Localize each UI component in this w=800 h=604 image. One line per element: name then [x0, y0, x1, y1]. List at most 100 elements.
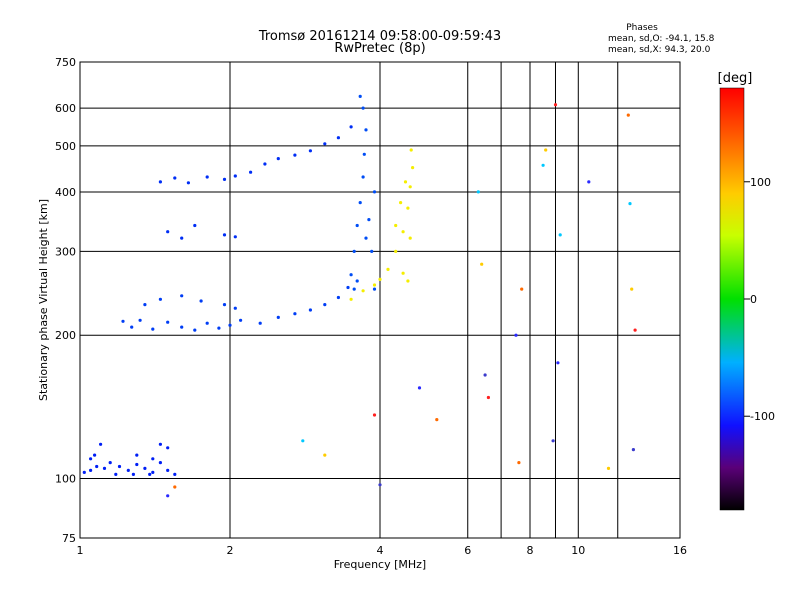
- data-point: [199, 299, 203, 303]
- data-point: [135, 462, 139, 467]
- data-point: [361, 289, 365, 293]
- colorbar-label: [deg]: [718, 71, 753, 86]
- data-point: [222, 177, 227, 181]
- data-point: [143, 466, 147, 470]
- data-point: [372, 287, 377, 291]
- series-low-E: [82, 442, 177, 476]
- data-point: [222, 233, 227, 237]
- x-tick-label: 4: [377, 544, 384, 557]
- data-point: [435, 418, 439, 422]
- y-tick-label: 300: [55, 245, 76, 258]
- colorbar-tick-label: 0: [750, 293, 757, 306]
- data-point: [205, 321, 209, 325]
- data-point: [293, 312, 297, 316]
- phase-stats-heading: Phases: [626, 23, 658, 33]
- y-tick-label: 400: [55, 186, 76, 199]
- data-point: [166, 468, 170, 472]
- y-tick-label: 200: [55, 329, 76, 342]
- data-point: [173, 176, 177, 180]
- data-point: [633, 328, 637, 332]
- y-tick-label: 600: [55, 102, 76, 115]
- phase-stats-x: mean, sd,X: 94.3, 20.0: [608, 45, 711, 55]
- data-point: [553, 103, 558, 107]
- data-point: [166, 494, 170, 498]
- data-point: [293, 153, 297, 157]
- data-point: [417, 386, 422, 390]
- data-point: [89, 468, 93, 472]
- colorbar-tick-label: -100: [750, 410, 775, 423]
- x-tick-label: 8: [527, 544, 534, 557]
- data-point: [301, 439, 305, 443]
- series-F1-o: [121, 285, 350, 332]
- data-point: [408, 185, 412, 189]
- data-point: [406, 206, 410, 210]
- data-point: [323, 303, 327, 307]
- data-point: [631, 448, 636, 452]
- data-point: [263, 162, 267, 166]
- data-point: [336, 295, 340, 300]
- data-point: [628, 202, 632, 206]
- colorbar: [deg] 100 0 -100: [718, 71, 775, 511]
- data-point: [408, 236, 412, 240]
- data-point: [158, 297, 162, 301]
- x-axis-label: Frequency [MHz]: [334, 558, 426, 571]
- data-point: [143, 303, 147, 307]
- data-point: [401, 271, 405, 275]
- data-points: [82, 94, 637, 498]
- data-point: [352, 249, 356, 253]
- data-point: [121, 319, 125, 323]
- data-point: [158, 180, 162, 184]
- data-point: [276, 157, 280, 161]
- data-point: [233, 306, 237, 310]
- data-point: [95, 464, 99, 469]
- data-point: [166, 446, 170, 450]
- data-point: [173, 472, 177, 476]
- data-point: [193, 223, 197, 228]
- x-tick-label: 10: [571, 544, 585, 557]
- data-point: [349, 297, 353, 301]
- data-point: [551, 439, 555, 443]
- data-point: [476, 190, 480, 194]
- data-point: [239, 318, 243, 322]
- y-tick-label: 75: [62, 532, 76, 545]
- data-point: [158, 461, 162, 465]
- phase-stats-o: mean, sd,O: -94.1, 15.8: [608, 34, 715, 44]
- data-point: [606, 466, 611, 470]
- data-point: [486, 395, 490, 400]
- data-point: [358, 201, 362, 205]
- data-point: [308, 308, 312, 312]
- data-point: [93, 453, 97, 457]
- data-point: [355, 279, 359, 283]
- data-point: [180, 236, 184, 240]
- series-F2-o: [349, 94, 377, 291]
- data-point: [364, 236, 368, 240]
- data-point: [386, 267, 390, 271]
- data-point: [166, 320, 170, 324]
- data-point: [228, 323, 232, 327]
- data-point: [126, 468, 130, 472]
- data-point: [148, 472, 152, 476]
- data-point: [166, 230, 170, 234]
- data-point: [514, 333, 518, 337]
- data-point: [349, 273, 353, 277]
- data-point: [233, 235, 237, 239]
- y-tick-label: 500: [55, 140, 76, 153]
- chart-subtitle: RwPretec (8p): [334, 41, 425, 56]
- data-point: [362, 152, 366, 156]
- series-scattered: [166, 103, 637, 498]
- data-point: [411, 166, 415, 170]
- data-point: [276, 315, 280, 319]
- data-point: [349, 125, 353, 129]
- data-point: [361, 175, 365, 179]
- data-point: [217, 326, 221, 330]
- data-point: [399, 201, 403, 205]
- data-point: [346, 285, 350, 290]
- data-point: [131, 472, 135, 476]
- data-point: [180, 294, 184, 298]
- data-point: [89, 457, 93, 461]
- title-block: Tromsø 20161214 09:58:00-09:59:43 RwPret…: [258, 29, 501, 56]
- data-point: [135, 453, 139, 457]
- data-point: [372, 190, 377, 194]
- data-point: [394, 249, 398, 253]
